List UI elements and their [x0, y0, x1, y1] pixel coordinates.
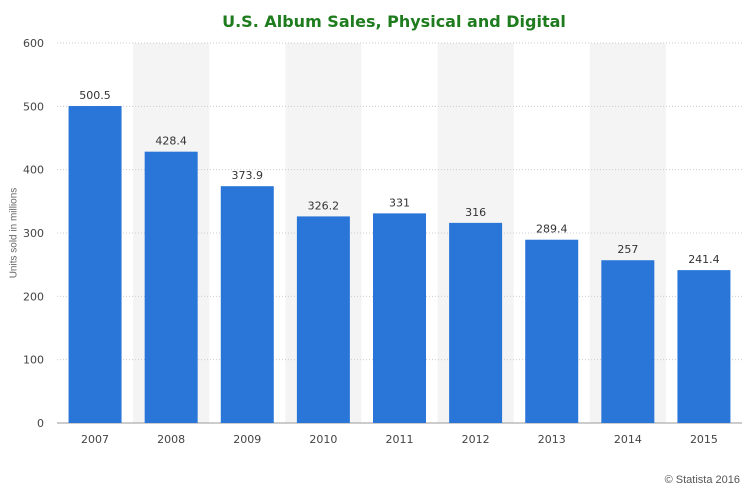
bar — [220, 186, 274, 423]
y-tick-label: 200 — [23, 290, 44, 303]
data-label: 331 — [389, 196, 410, 209]
x-tick-label: 2015 — [690, 433, 718, 446]
chart-title: U.S. Album Sales, Physical and Digital — [222, 12, 566, 31]
y-tick-label: 0 — [37, 417, 44, 430]
x-tick-label: 2012 — [462, 433, 490, 446]
bar — [68, 106, 122, 424]
data-label: 500.5 — [79, 89, 111, 102]
bar — [525, 239, 579, 423]
data-label: 428.4 — [155, 135, 187, 148]
y-tick-label: 600 — [23, 37, 44, 50]
data-label: 289.4 — [536, 223, 568, 236]
y-tick-label: 300 — [23, 227, 44, 240]
y-tick-label: 400 — [23, 164, 44, 177]
statista-credit: © Statista 2016 — [664, 474, 740, 486]
data-label: 241.4 — [688, 253, 720, 266]
x-tick-label: 2008 — [157, 433, 185, 446]
x-tick-label: 2009 — [233, 433, 261, 446]
data-label: 257 — [617, 243, 638, 256]
bar — [601, 260, 655, 423]
data-label: 373.9 — [232, 169, 264, 182]
bar — [373, 213, 426, 423]
data-label: 316 — [465, 206, 486, 219]
bar — [677, 270, 731, 423]
x-tick-label: 2010 — [309, 433, 337, 446]
x-tick-label: 2013 — [538, 433, 566, 446]
x-tick-label: 2014 — [614, 433, 642, 446]
x-tick-label: 2011 — [386, 433, 414, 446]
bar — [449, 222, 503, 423]
data-label: 326.2 — [308, 199, 340, 212]
x-tick-label: 2007 — [81, 433, 109, 446]
y-tick-label: 500 — [23, 100, 44, 113]
y-tick-label: 100 — [23, 354, 44, 367]
bar — [296, 216, 350, 423]
bar — [144, 151, 198, 423]
